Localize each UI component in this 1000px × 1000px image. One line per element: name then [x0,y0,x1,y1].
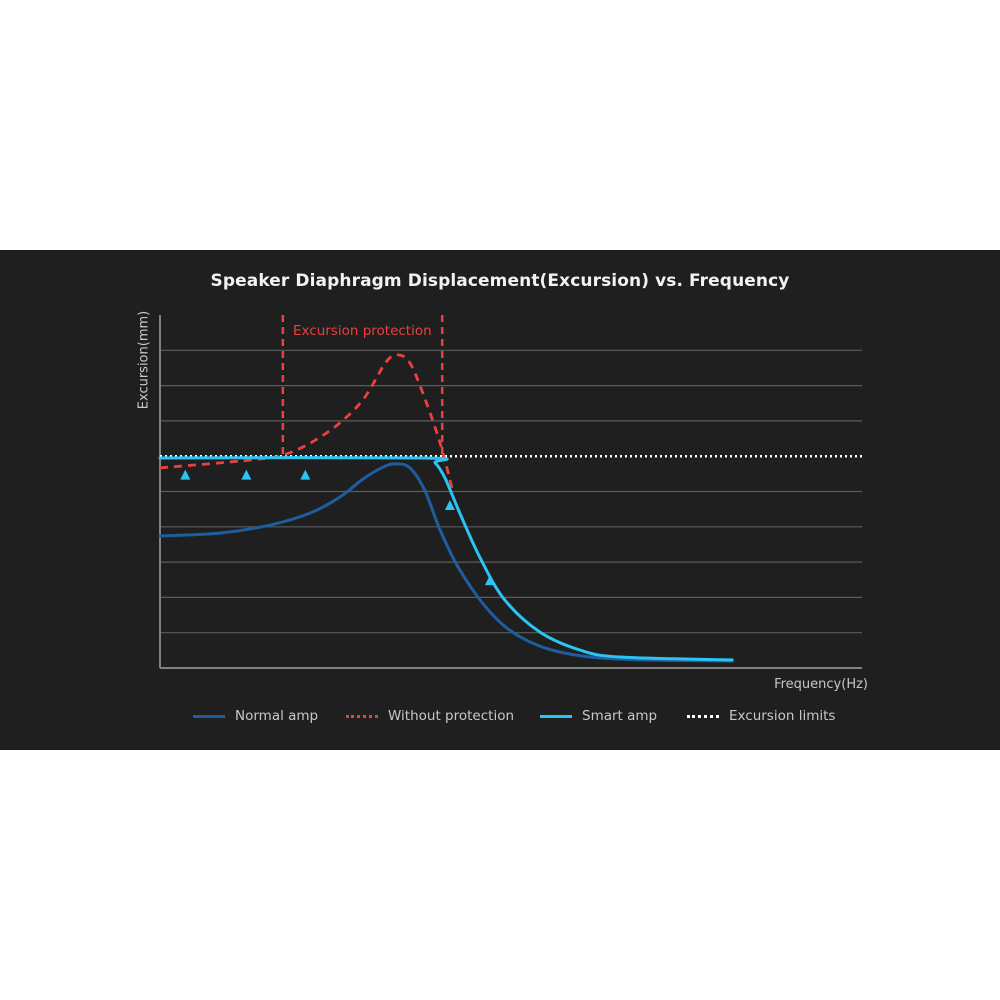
legend-label: Excursion limits [729,708,836,724]
series-normal-amp [158,462,734,663]
series-smart-amp [158,456,734,662]
legend-label: Without protection [388,708,515,724]
boost-arrow-head [180,469,191,480]
legend-normal-amp: Normal amp [193,708,318,724]
boost-arrow-head [484,575,495,586]
legend-swatch-normal [193,714,225,718]
legend-excursion-limits: Excursion limits [687,708,835,724]
chart-title: Speaker Diaphragm Displacement(Excursion… [210,271,790,291]
legend-without-protection: Without protection [346,708,514,724]
x-axis-label: Frequency(Hz) [774,677,868,692]
excursion-protection-label: Excursion protection [293,323,432,339]
legend-smart-amp: Smart amp [540,708,657,724]
y-axis-label: Excursion(mm) [136,310,152,410]
legend-label: Normal amp [235,708,319,724]
chart-panel [0,250,1000,750]
legend-swatch-smart [540,714,572,718]
legend-label: Smart amp [582,708,658,724]
legend-swatch-without [346,714,378,718]
boost-arrow-head [241,469,252,480]
legend-swatch-limits [687,714,719,718]
boost-arrow-head [444,499,455,510]
boost-arrow-head [300,469,311,480]
